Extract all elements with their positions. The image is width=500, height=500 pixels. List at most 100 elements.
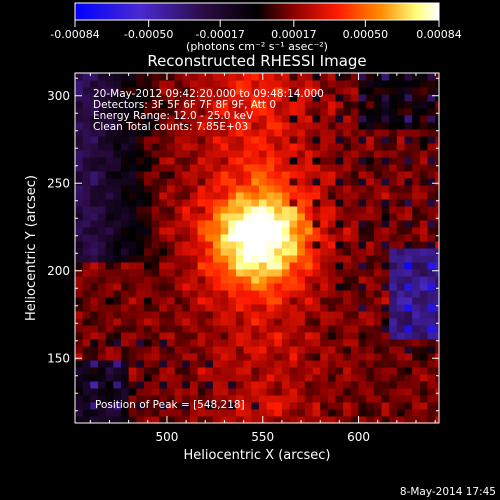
heatmap-cell [97,122,107,130]
heatmap-cell [105,122,114,130]
heatmap-cell [266,402,275,410]
heatmap-cell [220,108,229,116]
heatmap-cell [266,185,275,193]
heatmap-cell [243,276,252,284]
heatmap-cell [289,339,298,347]
heatmap-cell [220,220,229,228]
heatmap-cell [404,108,413,116]
heatmap-cell [350,136,360,144]
heatmap-cell [189,353,199,361]
heatmap-cell [258,101,268,109]
heatmap-cell [274,248,283,256]
heatmap-cell [228,192,237,200]
heatmap-cell [97,94,107,102]
heatmap-cell [228,388,237,396]
heatmap-cell [105,304,114,312]
heatmap-cell [197,87,206,95]
heatmap-cell [251,94,260,102]
heatmap-cell [304,185,314,193]
heatmap-cell [182,332,191,340]
heatmap-cell [335,248,344,256]
heatmap-cell [335,297,344,305]
heatmap-cell [251,311,260,319]
heatmap-cell [220,346,229,354]
heatmap-cell [75,241,84,249]
heatmap-cell [427,206,436,214]
heatmap-cell [97,185,107,193]
x-axis-ticks: 500 550 600 [89,73,436,444]
heatmap-cell [427,353,436,361]
heatmap-cell [419,185,429,193]
heatmap-cell [151,94,160,102]
heatmap-cell [412,395,421,403]
heatmap-cell [274,311,283,319]
heatmap-cell [281,122,291,130]
heatmap-cell [312,185,321,193]
heatmap-cell [320,395,329,403]
heatmap-cell [297,360,306,368]
heatmap-cell [289,241,298,249]
heatmap-cell [228,367,237,375]
heatmap-cell [143,339,153,347]
heatmap-cell [327,157,337,165]
heatmap-cell [281,262,291,270]
heatmap-cell [350,150,360,158]
heatmap-cell [320,360,329,368]
heatmap-cell [143,73,153,81]
heatmap-cell [212,185,222,193]
heatmap-cell [358,276,367,284]
heatmap-cell [304,220,314,228]
heatmap-cell [266,213,275,221]
heatmap-cell [289,381,298,389]
heatmap-cell [258,129,268,137]
heatmap-cell [412,150,421,158]
heatmap-cell [166,192,176,200]
heatmap-cell [143,248,153,256]
heatmap-cell [251,129,260,137]
heatmap-cell [159,227,168,235]
heatmap-cell [327,199,337,207]
heatmap-cell [174,262,183,270]
heatmap-cell [120,248,130,256]
heatmap-cell [266,416,275,423]
heatmap-cell [427,234,436,242]
heatmap-cell [258,206,268,214]
heatmap-cell [343,143,352,151]
heatmap-cell [82,101,91,109]
heatmap-cell [274,353,283,361]
heatmap-cell [120,269,130,277]
heatmap-cell [113,269,122,277]
heatmap-cell [435,115,439,123]
heatmap-cell [297,283,306,291]
heatmap-cell [289,101,298,109]
heatmap-cell [366,283,375,291]
heatmap-cell [320,171,329,179]
heatmap-cell [389,395,398,403]
heatmap-cell [373,199,383,207]
heatmap-cell [335,164,344,172]
heatmap-cell [120,87,130,95]
heatmap-cell [412,178,421,186]
heatmap-cell [243,206,252,214]
heatmap-cell [235,360,245,368]
heatmap-cell [274,402,283,410]
heatmap-cell [404,192,413,200]
heatmap-cell [320,332,329,340]
heatmap-cell [396,388,406,396]
heatmap-cell [312,150,321,158]
heatmap-cell [82,353,91,361]
heatmap-cell [82,381,91,389]
heatmap-cell [404,311,413,319]
heatmap-cell [243,122,252,130]
heatmap-cell [243,416,252,423]
heatmap-cell [396,269,406,277]
heatmap-cell [90,150,99,158]
heatmap-cell [243,304,252,312]
heatmap-cell [113,318,122,326]
heatmap-cell [205,304,214,312]
heatmap-cell [151,157,160,165]
heatmap-cell [189,318,199,326]
heatmap-cell [113,227,122,235]
heatmap-cell [427,381,436,389]
heatmap-cell [350,311,360,319]
